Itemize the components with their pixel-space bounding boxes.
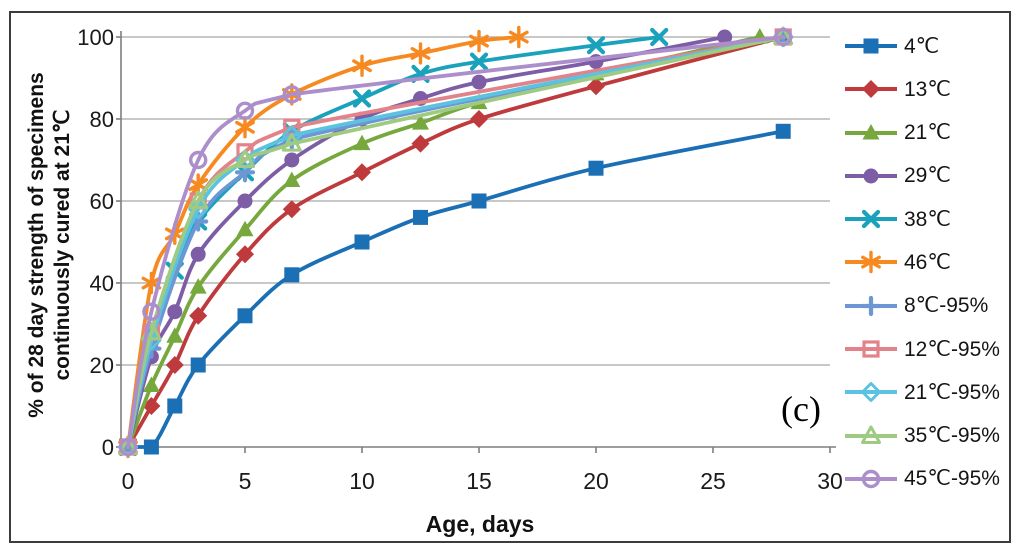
series-line [126, 35, 786, 449]
series-line [126, 129, 786, 449]
legend-item-38℃: 38℃ [844, 206, 1000, 232]
legend-marker-square-open-icon [845, 340, 897, 358]
x-tick-label-25: 25 [700, 468, 726, 494]
series-29℃ [120, 29, 733, 455]
legend-label: 21℃-95% [904, 380, 1000, 404]
legend-label: 8℃-95% [904, 294, 989, 318]
panel-label: (c) [781, 389, 821, 429]
legend-item-46℃: 46℃ [844, 249, 1000, 275]
legend-label: 21℃ [904, 121, 951, 145]
series-markers [119, 28, 793, 456]
legend-label: 12℃-95% [904, 337, 1000, 361]
legend-item-12℃-95%: 12℃-95% [844, 336, 1000, 362]
series-line [126, 35, 786, 449]
series-markers [117, 26, 794, 458]
legend-label: 13℃ [904, 77, 951, 101]
legend-label: 46℃ [904, 250, 951, 274]
legend-item-13℃: 13℃ [844, 76, 1000, 102]
legend-marker-diamond-open-icon [845, 382, 897, 403]
legend-label: 29℃ [904, 164, 951, 188]
series-markers [118, 27, 794, 457]
legend-item-4℃: 4℃ [844, 33, 1000, 59]
series-markers [118, 27, 793, 457]
series-markers [120, 123, 791, 455]
series-35℃-95% [118, 26, 794, 455]
y-tick-label-20: 20 [90, 353, 114, 378]
series-38℃ [118, 27, 669, 457]
legend-marker-square-icon [845, 38, 897, 54]
series-21℃-95% [118, 27, 794, 457]
legend-item-29℃: 29℃ [844, 163, 1000, 189]
legend-item-21℃-95%: 21℃-95% [844, 379, 1000, 405]
series-45℃-95% [118, 27, 793, 457]
series-markers [118, 27, 669, 457]
y-axis-title: % of 28 day strength of specimens contin… [24, 72, 76, 417]
legend-label: 35℃-95% [904, 424, 1000, 448]
legend-item-45℃-95%: 45℃-95% [844, 466, 1000, 492]
legend-marker-asterisk-icon [845, 251, 897, 274]
legend-label: 45℃-95% [904, 467, 1000, 491]
x-tick-label-10: 10 [349, 468, 375, 494]
series-8℃-95% [117, 26, 794, 458]
figure-border [9, 11, 1011, 543]
y-tick-label-80: 80 [90, 107, 114, 132]
series-markers [119, 28, 792, 456]
y-axis-title-line1: % of 28 day strength of specimens [25, 72, 48, 418]
series-4℃ [120, 123, 791, 455]
series-line [126, 35, 786, 449]
x-axis-title: Age, days [425, 511, 535, 537]
legend-marker-diamond-icon [845, 80, 897, 99]
y-tick-label-100: 100 [77, 25, 114, 50]
x-tick-label-20: 20 [583, 468, 609, 494]
x-tick-label-5: 5 [239, 468, 252, 494]
legend-item-8℃-95%: 8℃-95% [844, 293, 1000, 319]
y-axis-title-line2: continuously cured at 21℃ [51, 109, 74, 381]
y-tick-label-0: 0 [102, 435, 114, 460]
legend-item-21℃: 21℃ [844, 120, 1000, 146]
legend: 4℃ 13℃ 21℃ 29℃ 38℃ 46℃ 8℃-95% 12℃-95% 21℃-95% 35℃… [844, 33, 1000, 509]
legend-marker-triangle-icon [845, 123, 897, 140]
x-tick-label-15: 15 [466, 468, 492, 494]
series-line [126, 35, 786, 449]
legend-marker-triangle-open-icon [845, 425, 897, 444]
legend-label: 38℃ [904, 207, 951, 231]
series-markers [120, 29, 733, 455]
series-line [126, 35, 786, 449]
x-tick-label-30: 30 [817, 468, 843, 494]
series-13℃ [119, 28, 793, 456]
series-markers [118, 26, 794, 455]
legend-marker-x-icon [845, 210, 897, 229]
series-line [126, 35, 727, 449]
y-tick-label-40: 40 [90, 271, 114, 296]
legend-marker-circle-icon [845, 168, 897, 184]
series-12℃-95% [119, 28, 792, 456]
series-line [126, 35, 786, 449]
legend-label: 4℃ [904, 34, 940, 58]
y-tick-label-60: 60 [90, 189, 114, 214]
legend-item-35℃-95%: 35℃-95% [844, 423, 1000, 449]
legend-marker-circle-open-icon [845, 469, 897, 489]
x-tick-label-0: 0 [122, 468, 135, 494]
legend-marker-plus-icon [845, 295, 897, 316]
